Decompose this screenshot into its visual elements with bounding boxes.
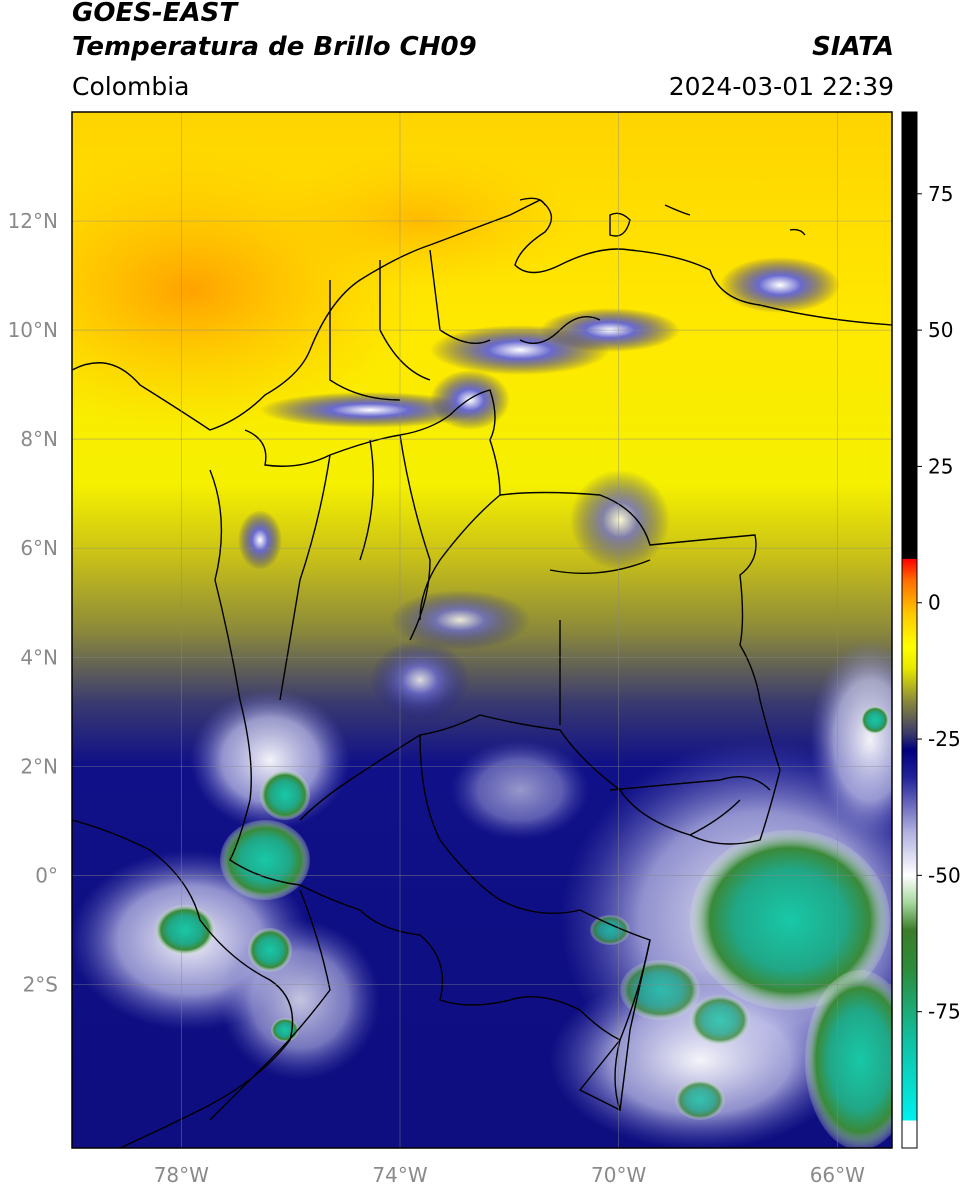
longitude-labels: 78°W 74°W 70°W 66°W bbox=[154, 1163, 865, 1187]
colorbar-scale bbox=[902, 112, 917, 1148]
brightness-temperature-field bbox=[72, 112, 892, 1148]
lon-tick-label: 66°W bbox=[810, 1163, 865, 1187]
colorbar-tick-label: 25 bbox=[928, 454, 953, 478]
colorbar-tick-label: 50 bbox=[928, 318, 953, 342]
borders-coastlines bbox=[72, 197, 892, 1148]
lat-tick-label: 8°N bbox=[20, 427, 58, 451]
colorbar-tick-label: -75 bbox=[928, 1000, 961, 1024]
colorbar-tick-label: -25 bbox=[928, 727, 961, 751]
datetime-label: 2024-03-01 22:39 bbox=[668, 72, 894, 101]
lat-tick-label: 4°N bbox=[20, 645, 58, 669]
product-title: Temperatura de Brillo CH09 bbox=[72, 32, 477, 62]
lat-tick-label: 10°N bbox=[8, 318, 58, 342]
region-label: Colombia bbox=[72, 72, 190, 101]
colorbar: 75 50 25 0 -25 -50 -75 bbox=[901, 111, 961, 1149]
colorbar-tick-label: 0 bbox=[928, 591, 941, 615]
lon-tick-label: 70°W bbox=[591, 1163, 646, 1187]
lat-tick-label: 2°S bbox=[23, 972, 58, 996]
source-label: SIATA bbox=[812, 32, 894, 62]
colorbar-tick-label: 75 bbox=[928, 182, 953, 206]
lat-tick-label: 0° bbox=[35, 863, 58, 887]
lat-tick-label: 2°N bbox=[20, 754, 58, 778]
graticule bbox=[72, 112, 892, 1148]
lat-tick-label: 6°N bbox=[20, 536, 58, 560]
latitude-labels: 12°N 10°N 8°N 6°N 4°N 2°N 0° 2°S bbox=[8, 209, 58, 996]
colorbar-ticks: 75 50 25 0 -25 -50 -75 bbox=[917, 182, 961, 1024]
lat-tick-label: 12°N bbox=[8, 209, 58, 233]
satellite-title: GOES-EAST bbox=[72, 0, 238, 28]
map-frame bbox=[71, 111, 893, 1149]
lon-tick-label: 78°W bbox=[154, 1163, 209, 1187]
colorbar-tick-label: -50 bbox=[928, 863, 961, 887]
colorbar-frame bbox=[901, 111, 918, 1149]
lon-tick-label: 74°W bbox=[372, 1163, 427, 1187]
